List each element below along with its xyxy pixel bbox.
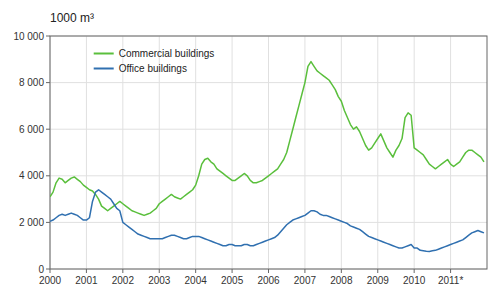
x-tick-label: 2000 [39, 275, 62, 286]
title: 1000 m³ [50, 11, 94, 25]
x-grid-line [232, 36, 233, 269]
y-tick [46, 129, 50, 130]
x-tick-label: 2010 [403, 275, 426, 286]
x-tick [414, 269, 415, 273]
x-tick-label: 2003 [148, 275, 171, 286]
x-tick-label: 2004 [185, 275, 208, 286]
x-tick-label: 2011* [438, 275, 464, 286]
x-tick-label: 2001 [75, 275, 98, 286]
x-tick-label: 2005 [221, 275, 244, 286]
chart-svg: 0 2 000 4 000 6 000 8 000 10 000 2000 2001 2002 2… [0, 0, 501, 297]
x-tick-label: 2002 [112, 275, 135, 286]
legend-swatch [94, 68, 114, 70]
series-line [50, 62, 484, 216]
y-tick-label: 8 000 [19, 77, 44, 88]
chart-container: 0 2 000 4 000 6 000 8 000 10 000 2000 2001 2002 2… [0, 0, 501, 297]
y-tick-label: 6 000 [19, 124, 44, 135]
x-tick [304, 269, 305, 273]
series-lines [50, 62, 484, 252]
x-tick [159, 269, 160, 273]
x-tick [377, 269, 378, 273]
x-grid-line [377, 36, 378, 269]
y-tick [46, 36, 50, 37]
x-tick-label: 2006 [257, 275, 280, 286]
legend-label: Commercial buildings [119, 48, 215, 59]
x-grid-line [450, 36, 451, 269]
y-tick-label: 0 [38, 264, 44, 275]
legend-label: Office buildings [119, 63, 187, 74]
x-grid-line [195, 36, 196, 269]
plot-frame [50, 36, 487, 269]
x-grid-line [341, 36, 342, 269]
x-tick [450, 269, 451, 273]
y-tick [46, 175, 50, 176]
x-tick [268, 269, 269, 273]
y-tick [46, 222, 50, 223]
legend-swatch [94, 53, 114, 55]
x-tick [195, 269, 196, 273]
x-tick [341, 269, 342, 273]
y-tick-label: 2 000 [19, 217, 44, 228]
axes: 0 2 000 4 000 6 000 8 000 10 000 2000 2001 2002 2… [13, 31, 463, 287]
y-tick [46, 269, 50, 270]
x-tick-label: 2009 [367, 275, 390, 286]
x-tick-label: 2008 [330, 275, 353, 286]
x-tick [122, 269, 123, 273]
x-grid-line [414, 36, 415, 269]
background [0, 0, 501, 297]
y-tick [46, 82, 50, 83]
series-line [50, 190, 484, 252]
x-grid-line [268, 36, 269, 269]
x-tick [86, 269, 87, 273]
grid [50, 36, 487, 269]
y-tick-label: 4 000 [19, 170, 44, 181]
x-tick-label: 2007 [294, 275, 317, 286]
x-tick [50, 269, 51, 273]
legend: Commercial buildings Office buildings [94, 48, 215, 74]
x-grid-line [304, 36, 305, 269]
x-tick [232, 269, 233, 273]
y-tick-label: 10 000 [13, 31, 44, 42]
x-grid-line [86, 36, 87, 269]
